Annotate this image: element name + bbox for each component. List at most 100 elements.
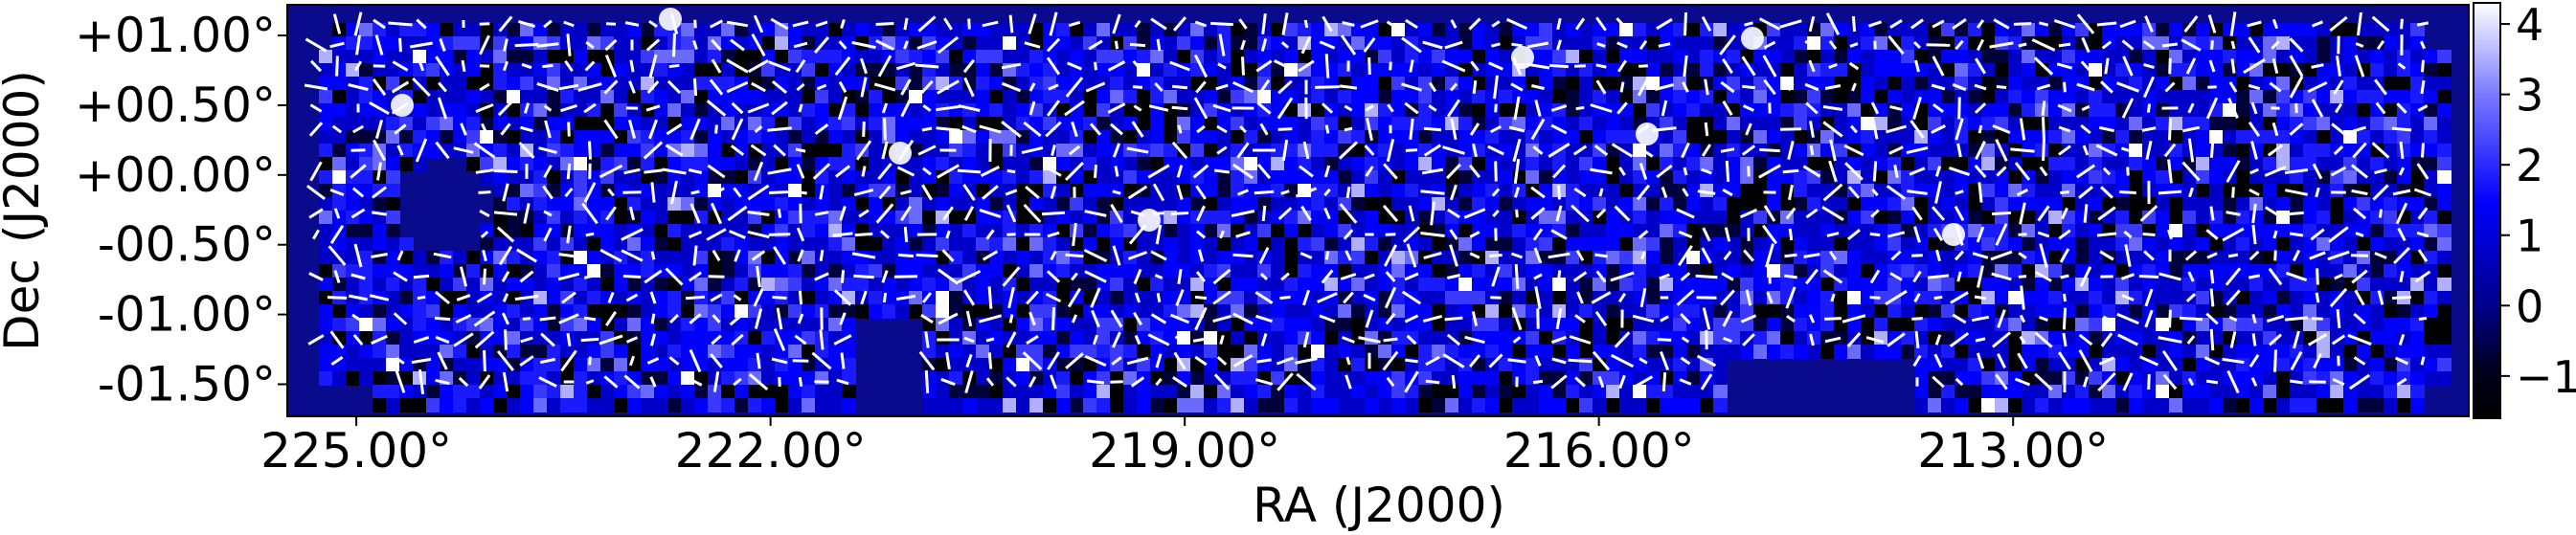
map-pixel <box>962 144 977 158</box>
map-pixel <box>466 157 481 171</box>
polarization-vector <box>1256 101 1272 115</box>
map-pixel <box>332 157 347 171</box>
map-pixel <box>520 345 534 359</box>
map-pixel <box>2075 251 2090 265</box>
map-pixel <box>1351 237 1366 252</box>
map-pixel <box>1351 197 1366 212</box>
map-pixel <box>2410 63 2425 78</box>
map-pixel <box>654 211 668 225</box>
map-pixel <box>614 103 628 118</box>
polarization-vector <box>479 22 490 26</box>
polarization-vector <box>2294 102 2298 114</box>
map-pixel <box>1686 130 1701 145</box>
polarization-vector <box>881 141 889 160</box>
map-pixel <box>520 90 534 104</box>
map-pixel <box>1311 264 1325 279</box>
map-pixel <box>319 157 333 171</box>
map-pixel <box>1579 117 1593 131</box>
polarization-vector <box>2400 18 2404 30</box>
map-pixel <box>681 157 695 171</box>
map-pixel <box>2370 211 2384 225</box>
map-pixel <box>1016 77 1030 91</box>
map-pixel <box>949 224 963 238</box>
map-pixel <box>1016 63 1030 78</box>
map-pixel <box>1485 318 1500 332</box>
map-pixel <box>1901 211 1915 225</box>
map-pixel <box>1901 291 1915 305</box>
map-pixel <box>802 197 816 212</box>
polarization-vector <box>1367 56 1371 76</box>
map-pixel <box>1807 144 1821 158</box>
polarization-vector <box>645 38 661 52</box>
map-pixel <box>667 211 682 225</box>
map-pixel <box>1566 291 1580 305</box>
map-pixel <box>2129 358 2143 372</box>
map-pixel <box>1365 103 1379 118</box>
map-pixel <box>1458 77 1473 91</box>
map-pixel <box>600 23 615 37</box>
map-pixel <box>734 144 749 158</box>
polarization-vector <box>2289 76 2304 99</box>
map-pixel <box>681 278 695 292</box>
map-pixel <box>1338 304 1352 319</box>
map-pixel <box>614 90 628 104</box>
map-pixel <box>802 117 816 131</box>
map-pixel <box>533 144 548 158</box>
map-pixel <box>1512 211 1526 225</box>
map-pixel <box>426 398 441 412</box>
map-pixel <box>1096 345 1111 359</box>
map-pixel <box>721 224 735 238</box>
map-pixel <box>2236 304 2250 319</box>
map-pixel <box>775 224 789 238</box>
map-pixel <box>1244 23 1258 37</box>
map-pixel <box>1123 117 1138 131</box>
map-pixel <box>1995 197 2009 212</box>
map-pixel <box>346 371 360 386</box>
polarization-vector <box>862 122 866 137</box>
map-pixel <box>1686 304 1701 319</box>
map-pixel <box>654 318 668 332</box>
map-pixel <box>1391 331 1406 346</box>
map-pixel <box>1123 331 1138 346</box>
map-pixel <box>1231 157 1245 171</box>
map-pixel <box>1619 331 1634 346</box>
map-pixel <box>1150 371 1164 386</box>
map-pixel <box>949 184 963 198</box>
map-pixel <box>1686 224 1701 238</box>
map-pixel <box>319 304 333 319</box>
map-pixel <box>2035 345 2049 359</box>
map-pixel <box>1874 157 1888 171</box>
map-pixel <box>1244 157 1258 171</box>
map-pixel <box>399 264 414 279</box>
map-pixel <box>721 278 735 292</box>
map-pixel <box>2022 291 2036 305</box>
map-pixel <box>507 278 521 292</box>
map-pixel <box>949 117 963 131</box>
map-pixel <box>1579 237 1593 252</box>
polarization-vector <box>1444 40 1463 50</box>
map-pixel <box>332 318 347 332</box>
map-pixel <box>1780 318 1795 332</box>
map-pixel <box>1941 211 1955 225</box>
polarization-vector <box>1303 19 1309 29</box>
map-pixel <box>1820 318 1835 332</box>
map-pixel <box>2276 251 2291 265</box>
map-pixel <box>587 224 601 238</box>
map-pixel <box>1861 144 1875 158</box>
map-pixel <box>2089 304 2103 319</box>
map-pixel <box>2357 157 2371 171</box>
polarization-vector <box>1028 100 1036 116</box>
map-pixel <box>694 197 709 212</box>
map-pixel <box>1298 117 1312 131</box>
map-pixel <box>346 130 360 145</box>
map-pixel <box>2357 36 2371 51</box>
map-pixel <box>1847 304 1862 319</box>
map-pixel <box>828 130 843 145</box>
polarization-vector <box>1321 102 1334 114</box>
map-pixel <box>667 90 682 104</box>
map-pixel <box>1123 90 1138 104</box>
polarization-vector <box>1652 126 1677 132</box>
polarization-vector <box>1637 78 1650 97</box>
map-pixel <box>1646 90 1661 104</box>
map-pixel <box>1995 90 2009 104</box>
